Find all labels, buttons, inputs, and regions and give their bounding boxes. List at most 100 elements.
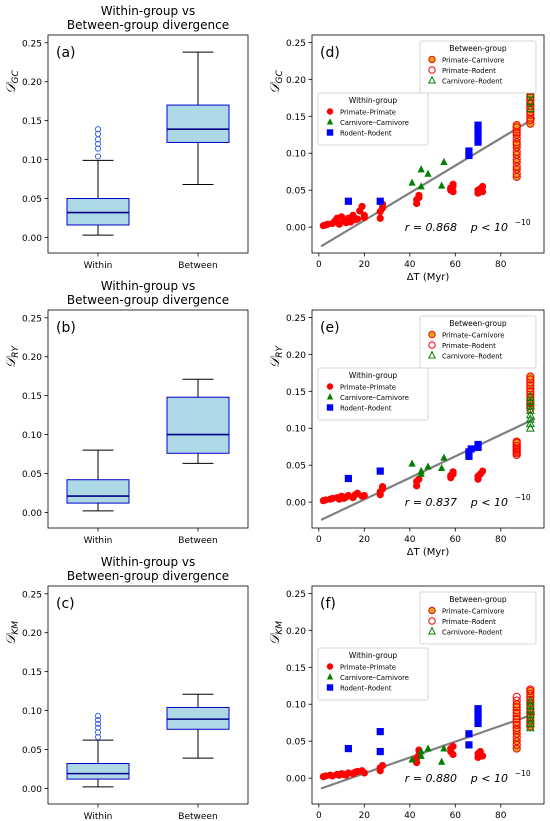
y-label-subscript: RY bbox=[275, 344, 285, 357]
data-point bbox=[525, 418, 535, 428]
data-point bbox=[417, 466, 425, 474]
data-point bbox=[512, 692, 521, 701]
legend-label: Primate–Rodent bbox=[442, 67, 496, 75]
data-point bbox=[525, 414, 535, 423]
legend-between-title: Between-group bbox=[449, 319, 507, 328]
y-axis-label: 𝒟GC bbox=[268, 69, 285, 93]
legend-between-box bbox=[419, 591, 537, 645]
panel-label: (b) bbox=[56, 320, 76, 336]
legend-between-box bbox=[419, 40, 537, 94]
y-axis-label: 𝒟GC bbox=[4, 69, 21, 93]
legend-marker bbox=[428, 55, 436, 64]
legend-marker bbox=[427, 626, 437, 635]
box-flier bbox=[94, 720, 102, 727]
data-point bbox=[525, 695, 535, 705]
data-point bbox=[525, 96, 535, 105]
data-point bbox=[467, 445, 475, 453]
y-tick-label: 0.10 bbox=[286, 150, 306, 160]
x-tick-label: 0 bbox=[316, 260, 322, 270]
axes-frame bbox=[311, 34, 545, 254]
data-point bbox=[526, 685, 535, 694]
correlation-r: r = 0.880 bbox=[405, 772, 457, 785]
box-flier bbox=[94, 712, 102, 720]
data-point bbox=[525, 409, 535, 419]
data-point bbox=[525, 722, 535, 732]
box-flier bbox=[94, 716, 102, 724]
data-point bbox=[353, 215, 362, 223]
legend-within-title: Within-group bbox=[349, 96, 398, 105]
legend-label: Carnivore–Rodent bbox=[442, 78, 503, 86]
data-point bbox=[512, 447, 521, 456]
legend-label: Carnivore–Carnivore bbox=[340, 394, 409, 402]
legend-marker bbox=[326, 663, 334, 670]
y-tick-label: 0.00 bbox=[22, 785, 42, 795]
correlation-p: p < 10 bbox=[470, 221, 508, 234]
panel-title: Within-group vs bbox=[101, 4, 196, 18]
x-tick-label: Within bbox=[84, 536, 113, 546]
data-point bbox=[415, 475, 423, 483]
legend-within-box bbox=[317, 367, 429, 421]
panel-title: Within-group vs bbox=[101, 279, 196, 293]
y-tick-label: 0.20 bbox=[286, 351, 306, 361]
data-point bbox=[525, 704, 535, 714]
y-tick-label: 0.25 bbox=[22, 314, 42, 324]
axes-frame bbox=[47, 34, 249, 254]
data-point bbox=[417, 165, 425, 173]
legend-label: Carnivore–Rodent bbox=[442, 353, 503, 361]
x-tick-label: Within bbox=[84, 812, 113, 821]
data-point bbox=[526, 110, 535, 119]
y-tick-label: 0.05 bbox=[22, 195, 42, 205]
data-point bbox=[525, 400, 535, 410]
panel-title: Between-group divergence bbox=[67, 293, 229, 307]
data-point bbox=[512, 714, 521, 724]
data-point bbox=[526, 115, 535, 125]
data-point bbox=[526, 98, 535, 108]
data-point bbox=[344, 744, 352, 753]
x-tick-label: 20 bbox=[359, 811, 371, 821]
data-point bbox=[525, 88, 535, 98]
data-point bbox=[424, 744, 432, 752]
legend-marker bbox=[428, 66, 436, 74]
data-point bbox=[415, 191, 423, 199]
data-point bbox=[525, 713, 535, 723]
data-point bbox=[465, 147, 473, 155]
box-flier bbox=[94, 130, 102, 137]
legend-between-box bbox=[419, 315, 537, 369]
data-point bbox=[465, 730, 473, 738]
legend-within-box bbox=[317, 647, 429, 701]
data-point bbox=[376, 727, 384, 736]
data-point bbox=[417, 747, 425, 755]
box-flier bbox=[94, 140, 102, 148]
box-flier bbox=[94, 724, 102, 731]
data-point bbox=[525, 700, 535, 710]
data-point bbox=[440, 453, 448, 461]
data-point bbox=[449, 188, 457, 196]
y-tick-label: 0.00 bbox=[286, 775, 306, 785]
correlation-p: p < 10 bbox=[470, 772, 508, 785]
y-tick-label: 0.25 bbox=[22, 39, 42, 49]
axes-frame bbox=[47, 585, 249, 805]
legend-label: Rodent–Rodent bbox=[340, 405, 392, 413]
legend-label: Primate–Primate bbox=[340, 384, 396, 392]
data-point bbox=[360, 491, 368, 500]
y-tick-label: 0.10 bbox=[22, 431, 42, 441]
legend-marker bbox=[326, 383, 334, 390]
data-point bbox=[449, 468, 457, 476]
x-tick-label: 40 bbox=[404, 260, 416, 270]
data-point bbox=[465, 741, 473, 749]
panel-label: (c) bbox=[56, 596, 75, 612]
data-point bbox=[360, 769, 368, 777]
y-label-symbol: 𝒟 bbox=[4, 81, 19, 94]
box-flier bbox=[94, 729, 102, 736]
axes-frame bbox=[311, 309, 545, 529]
legend-marker bbox=[428, 617, 436, 625]
x-tick-label: 40 bbox=[404, 811, 416, 821]
data-point bbox=[526, 372, 535, 381]
x-tick-label: 60 bbox=[450, 535, 462, 545]
correlation-r: r = 0.868 bbox=[405, 221, 457, 234]
x-tick-label: 40 bbox=[404, 535, 416, 545]
scatter-panel-f: 0.000.050.100.150.200.25𝒟KM020406080ΔT (… bbox=[268, 585, 545, 821]
x-tick-label: 60 bbox=[450, 260, 462, 270]
x-tick-label: Between bbox=[178, 812, 217, 821]
legend-marker bbox=[326, 118, 334, 125]
